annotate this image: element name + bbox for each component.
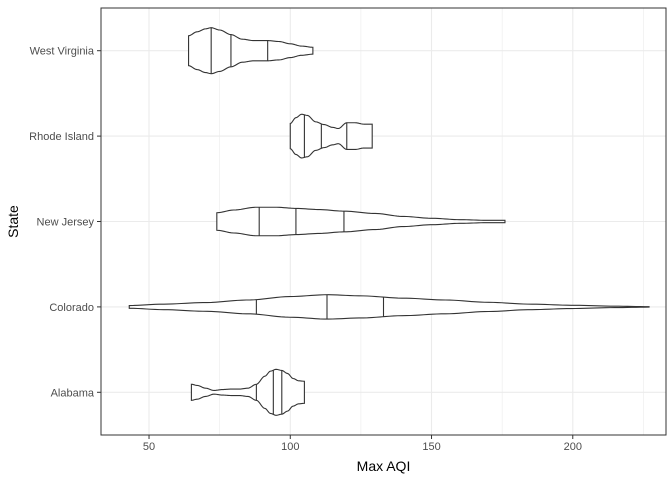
y-tick-label: Alabama <box>51 387 95 399</box>
x-axis-title: Max AQI <box>357 458 411 474</box>
x-tick-label: 150 <box>422 441 440 453</box>
y-tick-label: New Jersey <box>37 217 95 229</box>
y-tick-label: Rhode Island <box>29 131 94 143</box>
violin-colorado <box>128 294 650 320</box>
x-tick-label: 200 <box>564 441 582 453</box>
y-tick-label: Colorado <box>49 302 94 314</box>
violins <box>128 27 650 416</box>
violin-rhode-island <box>289 113 373 159</box>
x-tick-label: 100 <box>281 441 299 453</box>
x-tick-label: 50 <box>143 441 155 453</box>
violin-alabama <box>190 368 305 416</box>
axis-ticks: 50 100 150 200 Alabama Colorado New Jersey Rhod… <box>29 46 582 453</box>
violin-new-jersey <box>216 206 506 237</box>
violin-west-virginia <box>188 27 314 75</box>
y-axis-title: State <box>5 205 21 238</box>
y-tick-label: West Virginia <box>30 46 95 58</box>
